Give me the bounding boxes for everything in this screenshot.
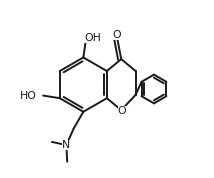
Text: HO: HO: [20, 91, 37, 101]
Text: OH: OH: [84, 33, 101, 43]
Text: O: O: [118, 106, 126, 116]
Text: N: N: [62, 140, 70, 150]
Text: O: O: [112, 30, 121, 40]
